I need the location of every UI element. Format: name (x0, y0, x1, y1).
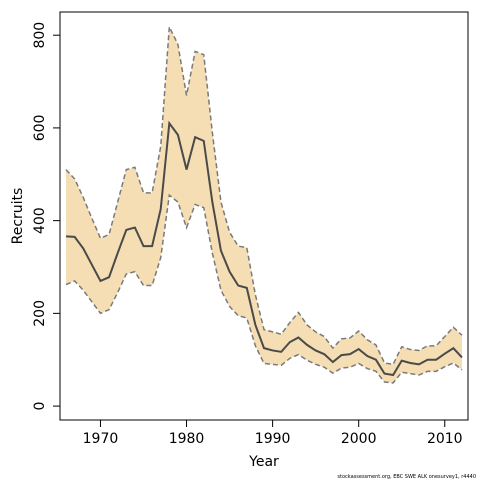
upper-bound-line (65, 24, 463, 366)
x-tick-label: 2010 (427, 431, 463, 447)
series-line-layer (65, 24, 463, 384)
y-tick-label: 400 (32, 207, 48, 234)
x-axis: 1970 1980 1990 2000 2010 (83, 420, 463, 447)
y-axis: 0 200 400 600 800 (32, 22, 60, 411)
x-tick-label: 1970 (83, 431, 119, 447)
lower-bound-line (65, 193, 463, 384)
confidence-band (66, 26, 462, 383)
y-tick-label: 0 (32, 402, 48, 411)
x-tick-label: 2000 (341, 431, 377, 447)
x-axis-title: Year (248, 454, 279, 470)
y-tick-label: 200 (32, 300, 48, 327)
y-tick-label: 600 (32, 115, 48, 142)
y-axis-title: Recruits (10, 188, 26, 245)
plot-frame (59, 11, 469, 421)
confidence-band-layer (66, 26, 462, 383)
footnote: stockassessment.org, EBC SWE ALK onesurv… (337, 474, 476, 480)
y-tick-label: 800 (32, 22, 48, 49)
estimate-line (65, 120, 463, 377)
x-tick-label: 1990 (255, 431, 291, 447)
x-tick-label: 1980 (169, 431, 205, 447)
